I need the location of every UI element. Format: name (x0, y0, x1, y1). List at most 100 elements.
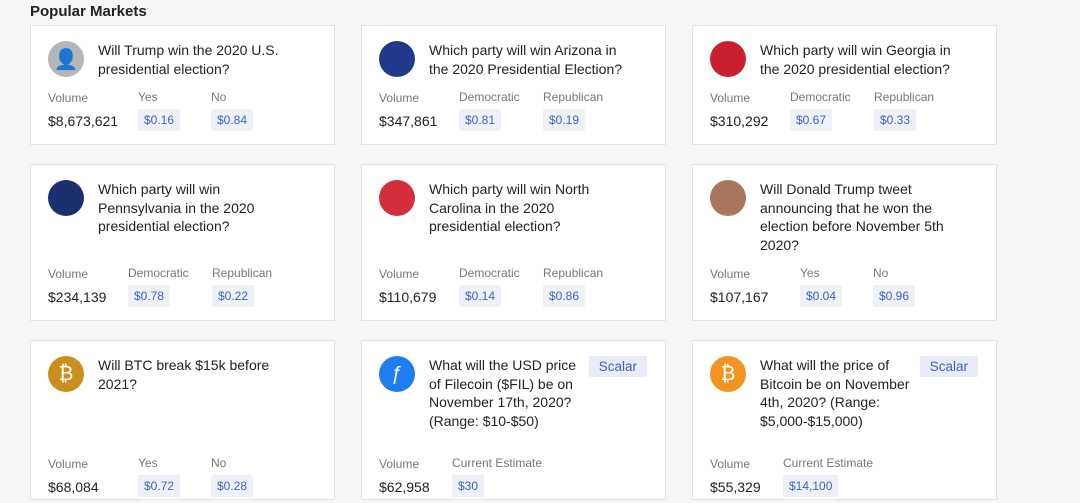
outcome-price-button[interactable]: $0.86 (543, 285, 586, 307)
market-question[interactable]: Will Trump win the 2020 U.S. presidentia… (98, 42, 279, 77)
outcome-label: No (211, 90, 227, 104)
outcome-price-button[interactable]: $30 (452, 475, 485, 497)
market-card[interactable]: ₿ Will BTC break $15k before 2021? Volume… (30, 340, 335, 500)
outcome-price-button[interactable]: $0.81 (459, 109, 502, 131)
volume-value: $110,679 (379, 289, 437, 305)
outcome-price-button[interactable]: $0.14 (459, 285, 502, 307)
bitcoin-icon: ₿ (710, 356, 746, 392)
outcome-stat: Current Estimate $14,100 (783, 456, 873, 503)
outcome-label: No (873, 266, 889, 280)
volume-label: Volume (379, 267, 420, 281)
outcome-stat: No $0.96 (873, 266, 916, 313)
outcome-label: Democratic (790, 90, 851, 104)
outcome-price-button[interactable]: $0.78 (128, 285, 171, 307)
outcome-price-button[interactable]: $0.84 (211, 109, 254, 131)
volume-label: Volume (48, 91, 89, 105)
arizona-flag-icon (379, 41, 415, 77)
outcome-price-button[interactable]: $0.96 (873, 285, 916, 307)
scalar-badge: Scalar (588, 356, 647, 377)
market-question[interactable]: What will the price of Bitcoin be on Nov… (760, 357, 910, 429)
outcome-price-button[interactable]: $0.33 (874, 109, 917, 131)
outcome-stat: Republican $0.33 (874, 90, 934, 137)
outcome-label: Yes (138, 90, 158, 104)
outcome-label: Democratic (459, 266, 520, 280)
outcome-label: Republican (543, 90, 604, 104)
volume-label: Volume (48, 267, 89, 281)
market-card[interactable]: Which party will win Pennsylvania in the… (30, 164, 335, 321)
outcome-price-button[interactable]: $0.04 (800, 285, 843, 307)
outcome-stat: Yes $0.16 (138, 90, 181, 137)
volume-label: Volume (379, 91, 420, 105)
outcome-stat: No $0.28 (211, 456, 254, 503)
outcome-price-button[interactable]: $0.67 (790, 109, 833, 131)
market-card[interactable]: 👤 Will Trump win the 2020 U.S. president… (30, 25, 335, 145)
pennsylvania-flag-icon (48, 180, 84, 216)
north-carolina-flag-icon (379, 180, 415, 216)
outcome-price-button[interactable]: $0.16 (138, 109, 181, 131)
volume-stat: Volume $68,084 (48, 457, 99, 503)
volume-value: $234,139 (48, 289, 107, 305)
market-card[interactable]: ƒ What will the USD price of Filecoin ($… (361, 340, 666, 500)
outcome-stat: Democratic $0.67 (790, 90, 851, 137)
outcome-stat: Democratic $0.78 (128, 266, 189, 313)
section-heading: Popular Markets (30, 3, 147, 20)
filecoin-icon: ƒ (379, 356, 415, 392)
volume-value: $347,861 (379, 113, 438, 129)
outcome-label: Democratic (459, 90, 520, 104)
outcome-label: Yes (138, 456, 158, 470)
outcome-stat: Yes $0.72 (138, 456, 181, 503)
outcome-label: No (211, 456, 227, 470)
volume-stat: Volume $62,958 (379, 457, 430, 503)
market-question[interactable]: Which party will win Georgia in the 2020… (760, 42, 951, 77)
market-question[interactable]: Will Donald Trump tweet announcing that … (760, 181, 944, 253)
market-question[interactable]: Which party will win Pennsylvania in the… (98, 181, 255, 234)
outcome-label: Democratic (128, 266, 189, 280)
volume-label: Volume (710, 267, 751, 281)
outcome-stat: Democratic $0.14 (459, 266, 520, 313)
volume-stat: Volume $110,679 (379, 267, 436, 313)
volume-stat: Volume $107,167 (710, 267, 768, 313)
outcome-price-button[interactable]: $0.72 (138, 475, 181, 497)
volume-label: Volume (48, 457, 89, 471)
outcome-price-button[interactable]: $0.19 (543, 109, 586, 131)
outcome-label: Yes (800, 266, 820, 280)
trump-photo-icon (710, 180, 746, 216)
user-avatar-icon: 👤 (48, 41, 84, 77)
market-question[interactable]: Which party will win Arizona in the 2020… (429, 42, 623, 77)
market-question[interactable]: What will the USD price of Filecoin ($FI… (429, 357, 577, 429)
market-question[interactable]: Which party will win North Carolina in t… (429, 181, 590, 234)
outcome-stat: Yes $0.04 (800, 266, 843, 313)
volume-stat: Volume $347,861 (379, 91, 437, 137)
outcome-stat: Democratic $0.81 (459, 90, 520, 137)
volume-value: $68,084 (48, 479, 99, 495)
market-card[interactable]: Which party will win Arizona in the 2020… (361, 25, 666, 145)
volume-stat: Volume $310,292 (710, 91, 768, 137)
outcome-price-button[interactable]: $14,100 (783, 475, 839, 497)
volume-label: Volume (710, 91, 751, 105)
outcome-label: Republican (543, 266, 604, 280)
volume-label: Volume (710, 457, 751, 471)
volume-stat: Volume $55,329 (710, 457, 761, 503)
outcome-stat: Republican $0.22 (212, 266, 272, 313)
outcome-stat: Republican $0.86 (543, 266, 603, 313)
market-card[interactable]: Which party will win Georgia in the 2020… (692, 25, 997, 145)
georgia-flag-icon (710, 41, 746, 77)
market-card[interactable]: Which party will win North Carolina in t… (361, 164, 666, 321)
volume-value: $310,292 (710, 113, 769, 129)
outcome-price-button[interactable]: $0.28 (211, 475, 254, 497)
volume-value: $107,167 (710, 289, 769, 305)
volume-value: $62,958 (379, 479, 430, 495)
volume-value: $8,673,621 (48, 113, 119, 129)
volume-stat: Volume $234,139 (48, 267, 106, 313)
market-card[interactable]: Will Donald Trump tweet announcing that … (692, 164, 997, 321)
outcome-stat: Current Estimate $30 (452, 456, 542, 503)
volume-value: $55,329 (710, 479, 761, 495)
scalar-badge: Scalar (919, 356, 978, 377)
outcome-label: Republican (212, 266, 273, 280)
market-card[interactable]: ₿ What will the price of Bitcoin be on N… (692, 340, 997, 500)
outcome-label: Republican (874, 90, 935, 104)
outcome-price-button[interactable]: $0.22 (212, 285, 255, 307)
volume-label: Volume (379, 457, 420, 471)
market-question[interactable]: Will BTC break $15k before 2021? (98, 357, 270, 392)
outcome-stat: No $0.84 (211, 90, 254, 137)
